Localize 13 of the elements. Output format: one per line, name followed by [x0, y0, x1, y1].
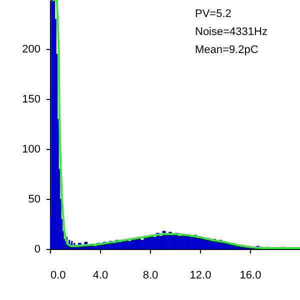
- x-tick-label: 16.0: [240, 270, 262, 282]
- annotation: PV=5.2: [195, 8, 232, 20]
- annotation: Noise=4331Hz: [195, 26, 268, 38]
- y-tick-label: 200: [22, 44, 40, 56]
- x-tick-label: 12.0: [190, 270, 212, 282]
- x-tick-label: 4.0: [92, 270, 108, 282]
- y-tick-label: 0: [34, 244, 40, 256]
- x-tick-label: 0.0: [50, 270, 66, 282]
- y-tick-label: 100: [22, 144, 40, 156]
- annotation: Mean=9.2pC: [195, 44, 258, 56]
- y-tick-label: 150: [22, 94, 40, 106]
- y-tick-label: 50: [28, 194, 40, 206]
- x-tick-label: 8.0: [142, 270, 158, 282]
